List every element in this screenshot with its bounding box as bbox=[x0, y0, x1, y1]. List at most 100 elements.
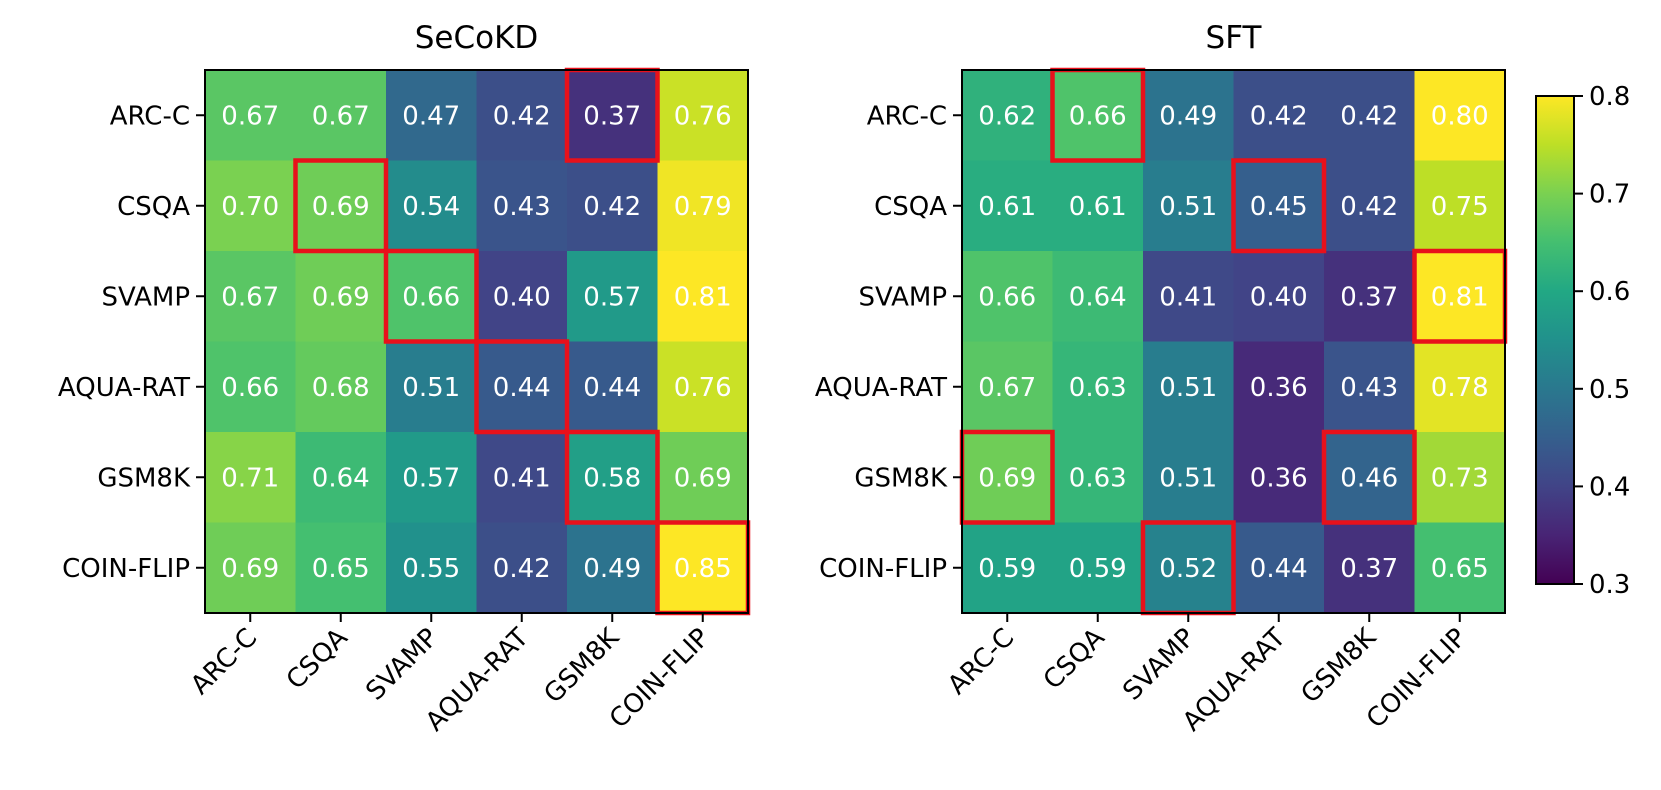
cell-value-label: 0.79 bbox=[674, 192, 732, 222]
cell-value-label: 0.49 bbox=[583, 554, 641, 584]
heatmap-cell bbox=[1233, 522, 1325, 614]
heatmap-cell bbox=[1324, 341, 1416, 433]
heatmap-cell bbox=[657, 341, 749, 433]
highlight-box bbox=[1231, 158, 1327, 254]
x-tick-label: ARC-C bbox=[185, 623, 263, 701]
cell-value-label: 0.44 bbox=[493, 373, 551, 403]
heatmap-cell bbox=[1052, 432, 1144, 524]
cell-value-label: 0.73 bbox=[1431, 463, 1489, 493]
colorbar-frame bbox=[1535, 95, 1575, 585]
colorbar-tick-label: 0.4 bbox=[1589, 472, 1630, 502]
heatmap-cell bbox=[1324, 251, 1416, 343]
heatmap-cell bbox=[962, 522, 1054, 614]
x-tick-label: COIN-FLIP bbox=[1361, 623, 1473, 735]
cell-value-label: 0.47 bbox=[402, 101, 460, 131]
heatmap-cell bbox=[1414, 432, 1506, 524]
heatmap-cell bbox=[1324, 160, 1416, 252]
heatmap-cell bbox=[386, 160, 478, 252]
cell-value-label: 0.36 bbox=[1250, 463, 1308, 493]
cell-value-label: 0.65 bbox=[312, 554, 370, 584]
heatmap-secokd: SeCoKD 0.67 0.67 0.47 0.42 0.37 0.76 0.70 0.69 0.… bbox=[58, 20, 751, 737]
cell-value-label: 0.66 bbox=[402, 282, 460, 312]
heatmap-cell bbox=[1414, 251, 1506, 343]
cell-value-label: 0.40 bbox=[493, 282, 551, 312]
heatmap-cell bbox=[476, 160, 568, 252]
heatmap-cell bbox=[1324, 432, 1416, 524]
heatmap-cell bbox=[1414, 70, 1506, 162]
cell-value-label: 0.61 bbox=[1069, 192, 1127, 222]
cell-value-label: 0.76 bbox=[674, 101, 732, 131]
heatmap-cell bbox=[1143, 432, 1235, 524]
cell-value-label: 0.69 bbox=[312, 192, 370, 222]
heatmap-cell bbox=[657, 160, 749, 252]
highlight-box bbox=[383, 248, 479, 344]
heatmap-cell bbox=[567, 522, 659, 614]
heatmap-cell bbox=[295, 522, 387, 614]
heatmap-cell bbox=[657, 251, 749, 343]
cell-value-label: 0.42 bbox=[493, 101, 551, 131]
cell-value-label: 0.59 bbox=[1069, 554, 1127, 584]
heatmap-cell bbox=[205, 251, 297, 343]
cell-value-label: 0.58 bbox=[583, 463, 641, 493]
heatmap-cell bbox=[1233, 70, 1325, 162]
heatmap-cell bbox=[1324, 70, 1416, 162]
heatmap-cell bbox=[962, 432, 1054, 524]
cell-value-label: 0.52 bbox=[1159, 554, 1217, 584]
heatmap-cell bbox=[657, 70, 749, 162]
cell-value-label: 0.70 bbox=[221, 192, 279, 222]
cell-value-label: 0.51 bbox=[1159, 192, 1217, 222]
heatmap-cell bbox=[567, 432, 659, 524]
y-tick-label: COIN-FLIP bbox=[62, 554, 190, 584]
cell-value-label: 0.62 bbox=[978, 101, 1036, 131]
heatmap-cell bbox=[295, 70, 387, 162]
heatmap-cell bbox=[962, 160, 1054, 252]
cell-value-label: 0.75 bbox=[1431, 192, 1489, 222]
highlight-box bbox=[1321, 429, 1417, 525]
x-tick-label: SVAMP bbox=[360, 623, 444, 707]
heatmap-cell bbox=[1233, 432, 1325, 524]
cell-value-label: 0.37 bbox=[1340, 282, 1398, 312]
cell-value-label: 0.40 bbox=[1250, 282, 1308, 312]
heatmap-cell bbox=[567, 160, 659, 252]
heatmap-cell bbox=[962, 341, 1054, 433]
heatmap-cell bbox=[657, 432, 749, 524]
cell-value-label: 0.57 bbox=[583, 282, 641, 312]
heatmap-cell bbox=[1143, 341, 1235, 433]
heatmap-cell bbox=[295, 341, 387, 433]
y-tick-label: CSQA bbox=[117, 192, 190, 222]
heatmap-cell bbox=[386, 341, 478, 433]
colorbar-tick-label: 0.5 bbox=[1589, 375, 1630, 405]
cell-value-label: 0.37 bbox=[1340, 554, 1398, 584]
heatmap-cell bbox=[476, 251, 568, 343]
x-tick-label: GSM8K bbox=[538, 622, 625, 709]
heatmap-cell bbox=[567, 251, 659, 343]
cell-value-label: 0.78 bbox=[1431, 373, 1489, 403]
cell-value-label: 0.57 bbox=[402, 463, 460, 493]
y-tick-label: AQUA-RAT bbox=[58, 373, 190, 403]
heatmap-cell bbox=[962, 70, 1054, 162]
cell-value-label: 0.64 bbox=[312, 463, 370, 493]
heatmap-cell bbox=[1052, 160, 1144, 252]
y-tick-label: COIN-FLIP bbox=[819, 554, 947, 584]
cell-value-label: 0.44 bbox=[583, 373, 641, 403]
cell-value-label: 0.69 bbox=[978, 463, 1036, 493]
y-tick-label: GSM8K bbox=[97, 463, 191, 493]
heatmap-cell bbox=[1414, 522, 1506, 614]
cell-value-label: 0.66 bbox=[1069, 101, 1127, 131]
axes-frame bbox=[204, 69, 749, 614]
cell-value-label: 0.85 bbox=[674, 554, 732, 584]
heatmap-cell bbox=[1324, 522, 1416, 614]
heatmap-cell bbox=[1414, 341, 1506, 433]
heatmap-cell bbox=[476, 70, 568, 162]
cell-value-label: 0.45 bbox=[1250, 192, 1308, 222]
x-tick-label: COIN-FLIP bbox=[604, 623, 716, 735]
x-tick-label: CSQA bbox=[1038, 623, 1111, 696]
cell-value-label: 0.64 bbox=[1069, 282, 1127, 312]
axes-frame bbox=[961, 69, 1506, 614]
heatmap-sft: SFT 0.62 0.66 0.49 0.42 0.42 0.80 0.61 0.61 0.51 0… bbox=[815, 20, 1508, 737]
cell-value-label: 0.42 bbox=[1340, 192, 1398, 222]
cell-value-label: 0.65 bbox=[1431, 554, 1489, 584]
heatmap-cell bbox=[205, 70, 297, 162]
cell-value-label: 0.66 bbox=[221, 373, 279, 403]
